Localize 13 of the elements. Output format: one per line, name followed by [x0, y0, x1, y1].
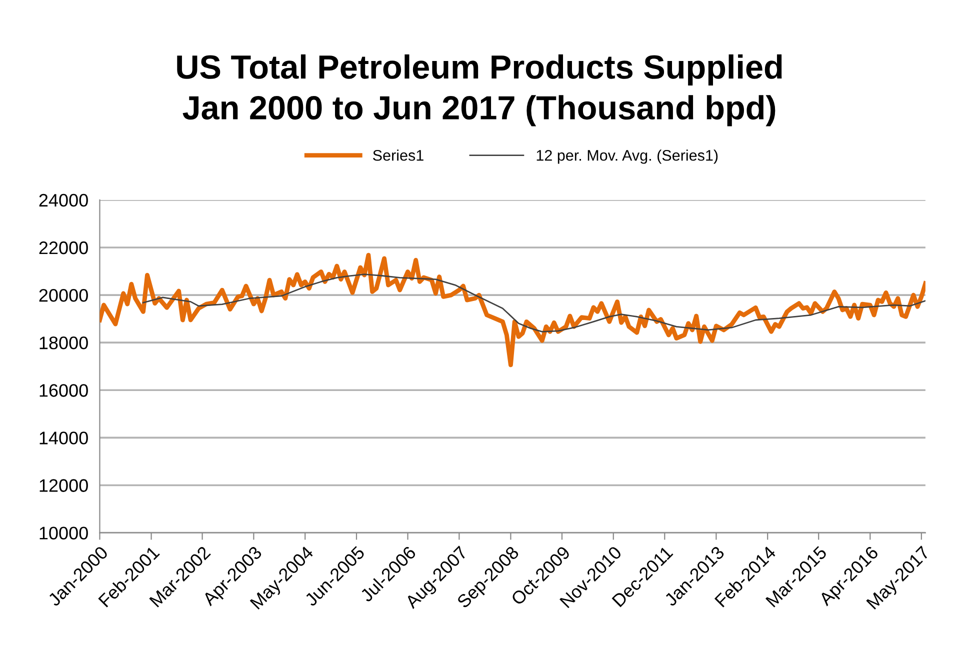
line-series [100, 252, 926, 368]
legend-label: Series1 [373, 150, 424, 161]
y-tick-label: 10000 [40, 526, 88, 540]
y-tick-label: 12000 [40, 479, 88, 492]
line-series [142, 274, 926, 332]
y-tick-label: 22000 [39, 241, 88, 254]
y-tick-label: 16000 [40, 384, 88, 397]
chart-title: US Total Petroleum Products Supplied Jan 2000 to Jun 2017 (Thousand bpd) [177, 54, 782, 126]
y-tick-label: 20000 [39, 288, 88, 302]
y-tick-label: 24000 [39, 194, 88, 207]
y-tick-label: 18000 [40, 336, 88, 350]
legend-label: 12 per. Mov. Avg. (Series1) [536, 150, 718, 164]
y-tick-label: 14000 [40, 432, 88, 444]
